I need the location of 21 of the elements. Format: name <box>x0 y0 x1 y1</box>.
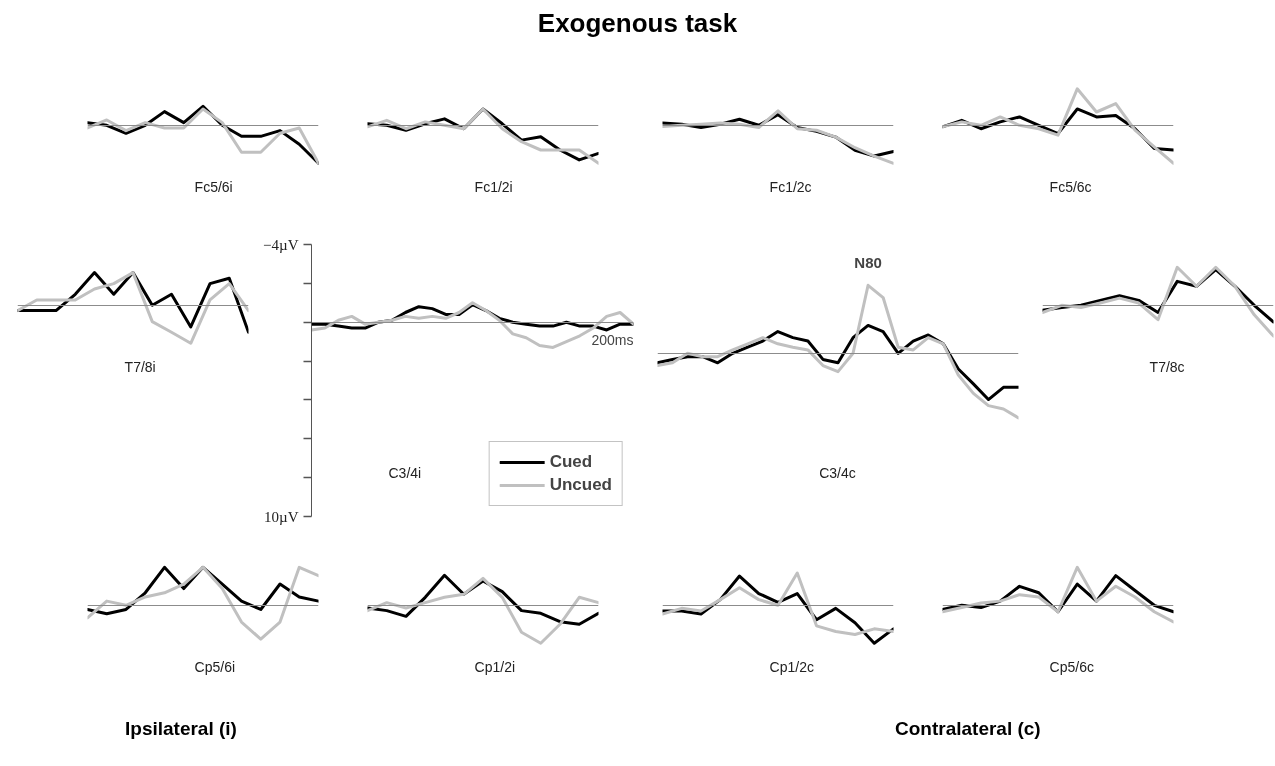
legend-label: Uncued <box>549 475 612 495</box>
y-tick-label: 10µV <box>264 508 299 525</box>
text: Fc5/6c <box>1049 178 1092 195</box>
text: T7/8c <box>1149 358 1185 375</box>
legend-label: Cued <box>549 452 593 472</box>
text: Fc1/2i <box>474 178 513 195</box>
text: Ipsilateral (i) <box>125 717 237 741</box>
text: C3/4c <box>819 464 856 481</box>
y-tick-label: −4µV <box>263 236 299 253</box>
text: Cp5/6i <box>194 658 236 675</box>
text: Fc5/6i <box>194 178 233 195</box>
text: Cp1/2c <box>769 658 814 675</box>
text: Cp5/6c <box>1049 658 1094 675</box>
annotation: 200ms <box>591 332 634 349</box>
text: C3/4i <box>388 464 422 481</box>
text: Cp1/2i <box>474 658 516 675</box>
text: Exogenous task <box>537 7 738 40</box>
text: Contralateral (c) <box>895 717 1041 741</box>
text: N80 <box>854 254 882 272</box>
text: Fc1/2c <box>769 178 812 195</box>
text: T7/8i <box>124 358 156 375</box>
